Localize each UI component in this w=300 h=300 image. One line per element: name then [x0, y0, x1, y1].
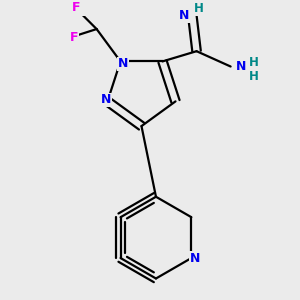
Text: H: H	[194, 2, 204, 15]
Text: N: N	[236, 60, 246, 73]
Text: N: N	[100, 93, 111, 106]
Text: N: N	[118, 58, 128, 70]
Text: N: N	[190, 252, 200, 265]
Text: F: F	[72, 1, 80, 14]
Text: H: H	[249, 70, 259, 83]
Text: H: H	[249, 56, 259, 69]
Text: F: F	[69, 31, 78, 44]
Text: N: N	[178, 9, 189, 22]
